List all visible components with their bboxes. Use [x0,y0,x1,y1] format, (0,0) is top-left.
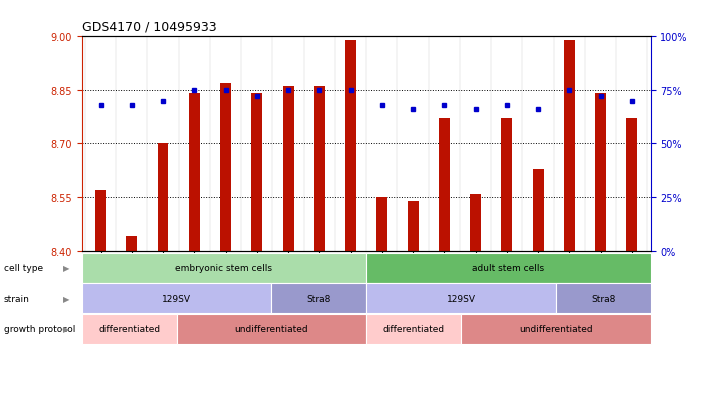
Bar [501,119,512,251]
Bar [95,190,106,251]
Bar [564,41,574,251]
Bar [376,197,387,251]
Bar [127,237,137,251]
Bar [220,83,231,251]
Text: differentiated: differentiated [98,325,160,334]
Text: strain: strain [4,294,29,303]
Bar [251,94,262,251]
Bar [314,87,325,251]
Bar [282,87,294,251]
Text: undifferentiated: undifferentiated [235,325,308,334]
Text: ▶: ▶ [63,325,70,334]
Text: Stra8: Stra8 [591,294,615,303]
Bar [626,119,637,251]
Text: ▶: ▶ [63,294,70,303]
Text: adult stem cells: adult stem cells [472,263,545,273]
Bar [470,194,481,251]
Text: 129SV: 129SV [162,294,191,303]
Text: ▶: ▶ [63,263,70,273]
Text: 129SV: 129SV [447,294,476,303]
Text: differentiated: differentiated [383,325,444,334]
Text: growth protocol: growth protocol [4,325,75,334]
Text: undifferentiated: undifferentiated [519,325,592,334]
Text: GDS4170 / 10495933: GDS4170 / 10495933 [82,20,216,33]
Bar [158,144,169,251]
Bar [439,119,450,251]
Bar [407,201,419,251]
Text: Stra8: Stra8 [306,294,331,303]
Text: cell type: cell type [4,263,43,273]
Bar [533,169,543,251]
Text: embryonic stem cells: embryonic stem cells [176,263,272,273]
Bar [345,41,356,251]
Bar [595,94,606,251]
Bar [189,94,200,251]
